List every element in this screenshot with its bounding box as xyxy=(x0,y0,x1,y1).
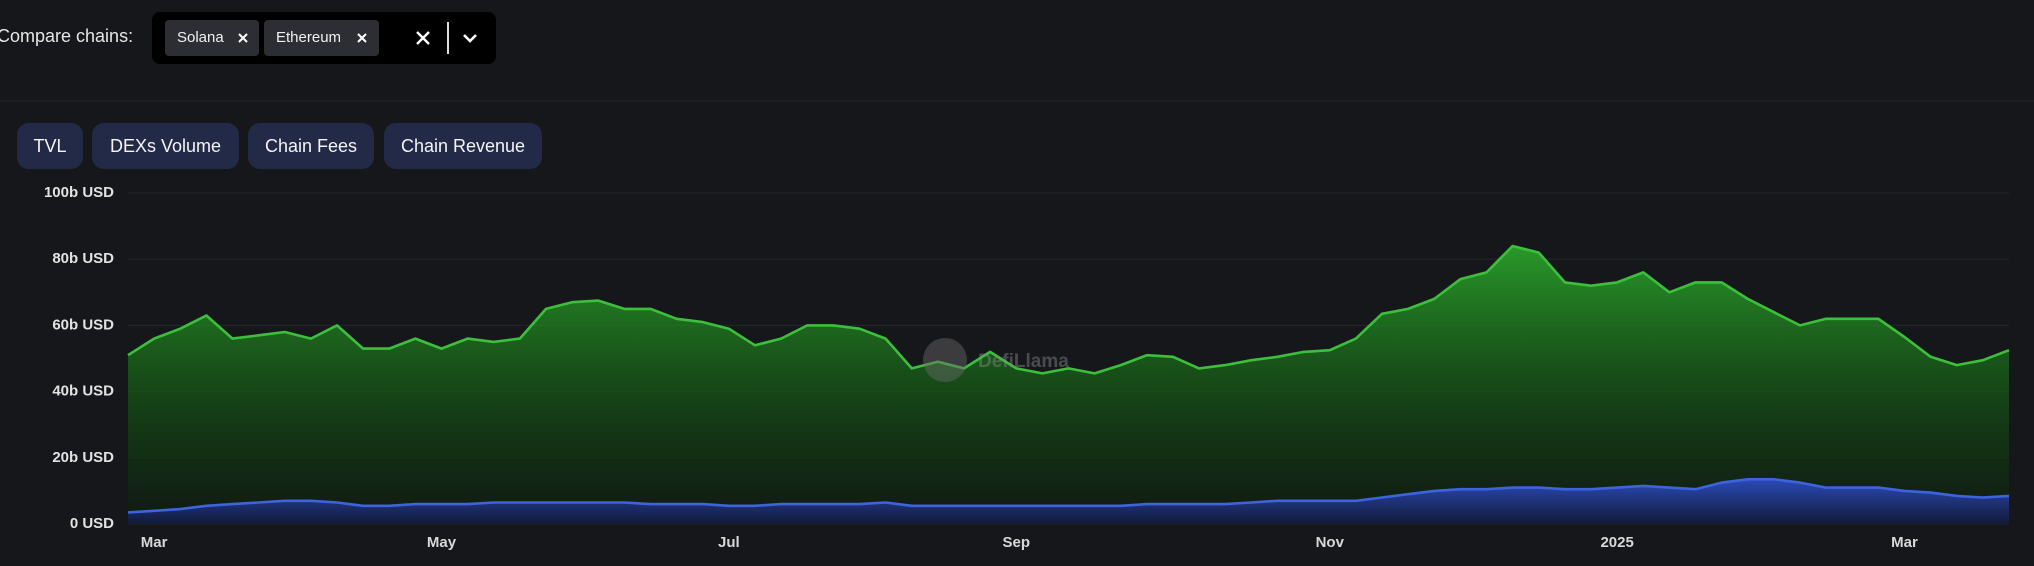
tab-button[interactable]: Chain Fees xyxy=(248,123,374,169)
x-tick-label: Mar xyxy=(141,534,168,551)
series-area xyxy=(128,479,2009,524)
tab-button[interactable]: DEXs Volume xyxy=(92,123,239,169)
chip-label: Solana xyxy=(177,29,224,46)
x-tick-label: Sep xyxy=(1002,534,1030,551)
y-tick-label: 100b USD xyxy=(44,184,114,201)
y-tick-label: 0 USD xyxy=(70,515,114,532)
tab-button[interactable]: TVL xyxy=(17,123,83,169)
x-tick-label: Mar xyxy=(1891,534,1918,551)
watermark: DefiLlama xyxy=(923,338,1069,382)
y-tick-label: 80b USD xyxy=(52,250,114,267)
divider xyxy=(447,22,449,54)
series-area xyxy=(128,246,2009,524)
x-tick-label: Jul xyxy=(718,534,740,551)
series-line xyxy=(127,478,2010,514)
chip-remove[interactable] xyxy=(357,33,367,43)
chip-remove[interactable] xyxy=(238,33,248,43)
separator xyxy=(0,100,2034,102)
compare-label: Compare chains: xyxy=(0,26,134,46)
x-tick-label: Nov xyxy=(1316,534,1345,551)
tab-button[interactable]: Chain Revenue xyxy=(384,123,542,169)
chip-label: Ethereum xyxy=(276,29,342,46)
y-tick-label: 20b USD xyxy=(52,449,114,466)
series-line xyxy=(127,244,2010,375)
chain-chip[interactable]: Ethereum xyxy=(264,20,379,56)
clear-button[interactable] xyxy=(416,31,430,45)
x-tick-label: 2025 xyxy=(1600,534,1633,551)
watermark-icon xyxy=(923,338,967,382)
y-tick-label: 40b USD xyxy=(52,383,114,400)
watermark-text: DefiLlama xyxy=(978,351,1069,372)
x-tick-label: May xyxy=(427,534,457,551)
chain-chip[interactable]: Solana xyxy=(165,20,259,56)
dropdown-button[interactable] xyxy=(462,32,478,44)
y-tick-label: 60b USD xyxy=(52,316,114,333)
chain-picker[interactable]: Solana Ethereum xyxy=(152,12,496,64)
